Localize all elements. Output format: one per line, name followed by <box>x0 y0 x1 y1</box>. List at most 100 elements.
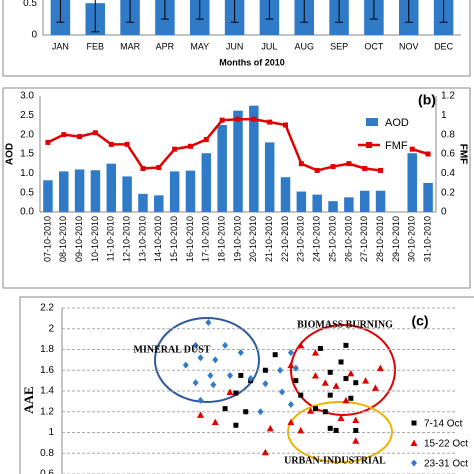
bar <box>423 183 433 212</box>
point <box>333 427 339 433</box>
point <box>233 422 239 428</box>
point <box>317 345 323 351</box>
legend-label: AOD <box>385 117 409 129</box>
point <box>238 372 244 378</box>
y-tick-label: 0 <box>441 207 447 218</box>
y-tick-label: 0.5 <box>23 0 37 9</box>
point <box>378 167 384 173</box>
bar <box>407 153 417 212</box>
point <box>237 349 244 357</box>
point <box>293 378 299 384</box>
point <box>262 367 268 373</box>
x-tick-label: 10-10-2010 <box>90 216 100 262</box>
x-tick-label: 25-10-2010 <box>327 216 337 262</box>
line <box>47 117 429 172</box>
bar <box>328 201 338 212</box>
point <box>207 371 214 379</box>
point <box>92 130 98 136</box>
point <box>227 371 234 379</box>
x-axis-title: Months of 2010 <box>219 57 285 67</box>
point <box>353 427 359 433</box>
bar <box>169 171 180 212</box>
x-tick-label: 15-10-2010 <box>169 216 179 262</box>
y2-axis-title: FMF <box>457 144 468 165</box>
y-tick-label: 1.5 <box>20 149 34 160</box>
bar <box>280 177 291 212</box>
panel-label: (c) <box>411 313 428 329</box>
point <box>266 424 274 432</box>
x-tick-label: 09-10-2010 <box>74 216 84 262</box>
point <box>410 439 418 446</box>
point <box>187 143 193 149</box>
point <box>197 354 204 362</box>
point <box>311 349 319 356</box>
annotation: URBAN-INDUSTRIAL <box>284 455 386 466</box>
point <box>327 425 333 431</box>
x-tick-label: 31-10-2010 <box>422 216 432 262</box>
bar <box>122 176 132 212</box>
point <box>235 116 241 122</box>
x-tick-label: APR <box>156 41 175 51</box>
panel-a-frame <box>2 0 471 77</box>
point <box>348 395 354 401</box>
point <box>243 409 249 415</box>
x-tick-label: 26-10-2010 <box>343 216 353 262</box>
x-tick-label: AUG <box>294 41 314 51</box>
y-tick-label: 1.6 <box>40 365 54 376</box>
point <box>307 407 315 414</box>
x-tick-label: 27-10-2010 <box>359 216 369 262</box>
point <box>311 371 319 379</box>
bar <box>375 190 386 212</box>
point <box>376 364 384 372</box>
point <box>287 361 295 369</box>
y-tick-label: 0.6 <box>40 469 54 474</box>
y-axis-title: AAE <box>21 386 36 413</box>
bar <box>43 180 53 212</box>
x-tick-label: NOV <box>399 41 419 51</box>
x-tick-label: 08-10-2010 <box>58 216 68 262</box>
point <box>298 392 304 398</box>
point <box>411 459 417 467</box>
x-tick-label: MAR <box>120 41 141 51</box>
x-tick-label: SEP <box>330 41 348 51</box>
y-axis-title: AOD <box>5 143 16 165</box>
point <box>346 161 352 167</box>
point <box>342 396 350 404</box>
x-tick-label: JAN <box>52 41 69 51</box>
y-tick-label: 0.0 <box>20 207 34 218</box>
y-tick-label: 1.4 <box>40 386 54 397</box>
point <box>343 342 349 348</box>
point <box>297 426 305 434</box>
point <box>362 377 370 384</box>
legend-label: 15-22 Oct <box>424 439 468 450</box>
point <box>211 418 219 426</box>
bar <box>296 191 307 212</box>
bar <box>106 163 117 212</box>
point <box>409 146 415 152</box>
point <box>172 146 178 152</box>
annotation: MINERAL DUST <box>134 344 211 355</box>
y-tick-label: 0.8 <box>40 448 54 459</box>
x-tick-label: 19-10-2010 <box>232 216 242 262</box>
x-tick-label: 18-10-2010 <box>217 216 227 262</box>
x-tick-label: 28-10-2010 <box>375 216 385 262</box>
bar <box>233 110 243 212</box>
y-tick-label: 1.2 <box>441 91 455 102</box>
point <box>182 361 189 369</box>
x-tick-label: JUN <box>226 41 244 51</box>
x-tick-label: 13-10-2010 <box>137 216 147 262</box>
point <box>314 167 320 173</box>
y-tick-label: 1 <box>441 110 447 121</box>
y-tick-label: 1.2 <box>40 406 54 417</box>
y-tick-label: 3.0 <box>20 91 34 102</box>
x-tick-label: 16-10-2010 <box>185 216 195 262</box>
bar <box>264 142 275 212</box>
x-tick-label: DEC <box>434 41 454 51</box>
point <box>233 390 239 396</box>
point <box>352 437 360 444</box>
legend-label: 23-31 Oct <box>424 459 468 470</box>
x-tick-label: 11-10-2010 <box>106 216 116 261</box>
point <box>277 366 284 374</box>
point <box>108 141 114 147</box>
point <box>197 396 204 404</box>
